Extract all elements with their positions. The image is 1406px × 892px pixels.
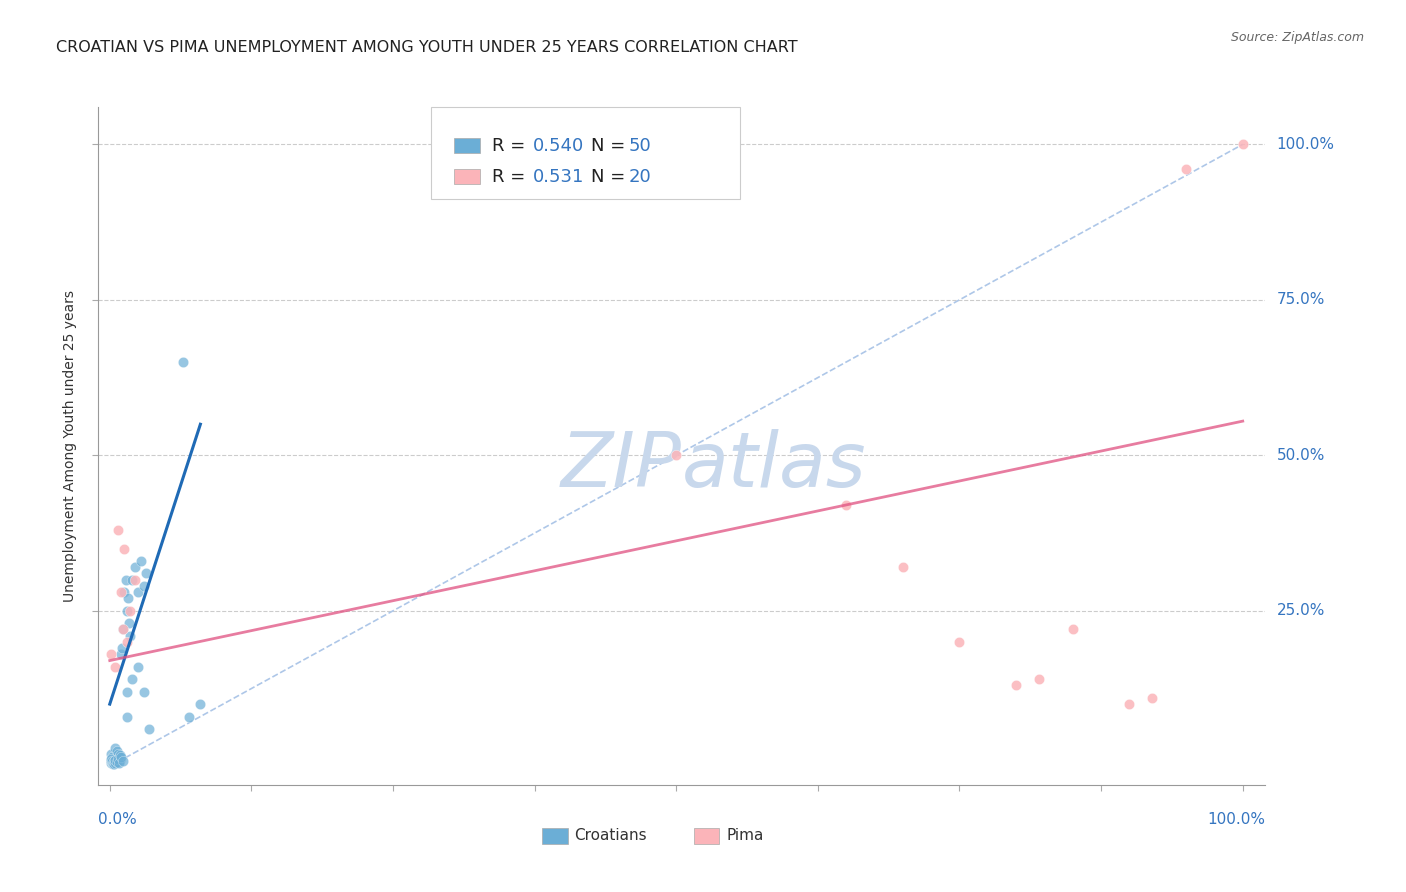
Point [1028,672,1050,686]
Point [1005,678,1028,692]
Point [891,560,914,574]
Point [105,744,128,758]
Point [100,747,122,761]
Text: 25.0%: 25.0% [1277,603,1324,618]
Point [115,604,138,618]
Point [104,740,127,755]
Point [107,747,129,761]
Text: CROATIAN VS PIMA UNEMPLOYMENT AMONG YOUTH UNDER 25 YEARS CORRELATION CHART: CROATIAN VS PIMA UNEMPLOYMENT AMONG YOUT… [56,40,797,55]
Point [117,591,139,606]
Point [110,585,132,599]
Point [112,623,135,637]
Point [172,355,194,369]
Point [124,560,146,574]
Text: atlas: atlas [682,429,866,503]
Point [101,750,124,764]
Text: 0.0%: 0.0% [98,812,138,827]
Text: 75.0%: 75.0% [1277,293,1324,308]
Point [101,753,124,767]
Point [118,616,141,631]
Point [104,753,127,767]
Point [120,629,142,643]
Point [115,635,138,649]
Point [114,541,136,556]
Text: N =: N = [591,168,631,186]
Point [112,755,135,769]
Point [1062,623,1084,637]
Point [127,660,149,674]
Point [108,750,131,764]
Point [100,756,122,771]
Point [114,573,136,587]
Point [114,585,136,599]
Point [100,752,122,766]
Text: 50.0%: 50.0% [1277,448,1324,463]
Text: 100.0%: 100.0% [1208,812,1265,827]
Point [101,754,124,768]
Text: N =: N = [591,136,631,154]
Point [1118,697,1140,711]
Text: R =: R = [492,136,530,154]
Y-axis label: Unemployment Among Youth under 25 years: Unemployment Among Youth under 25 years [63,290,77,602]
Point [110,750,132,764]
Point [110,648,132,662]
Point [121,573,143,587]
Text: 50: 50 [628,136,651,154]
FancyBboxPatch shape [454,138,479,153]
FancyBboxPatch shape [693,828,720,844]
Point [104,660,127,674]
Point [1232,137,1254,152]
Point [103,756,125,771]
Point [115,709,138,723]
Text: 100.0%: 100.0% [1277,136,1334,152]
Text: Croatians: Croatians [575,829,647,843]
Point [1140,690,1163,705]
Point [190,697,212,711]
Point [138,722,160,736]
Point [127,585,149,599]
Point [104,756,127,771]
Point [115,684,138,698]
Point [112,623,135,637]
Point [132,579,155,593]
Point [132,684,155,698]
Point [101,755,124,769]
Point [135,566,157,581]
Point [108,748,131,763]
Point [177,709,200,723]
Point [1175,162,1198,177]
Point [108,756,131,771]
Point [101,756,124,771]
Text: Pima: Pima [727,829,763,843]
Point [121,672,143,686]
Point [131,554,153,568]
Point [103,755,125,769]
Point [107,523,129,537]
Point [665,448,688,462]
Point [103,757,125,772]
Point [101,756,124,770]
Text: R =: R = [492,168,530,186]
FancyBboxPatch shape [541,828,568,844]
Text: 0.531: 0.531 [533,168,583,186]
Point [948,635,970,649]
Point [100,755,122,769]
Point [105,755,128,769]
FancyBboxPatch shape [432,107,741,199]
Text: ZIP: ZIP [561,429,682,503]
Text: 0.540: 0.540 [533,136,583,154]
Point [835,498,858,512]
Point [100,648,122,662]
Point [111,641,134,656]
Point [107,752,129,766]
FancyBboxPatch shape [454,169,479,185]
Point [108,753,131,767]
Text: Source: ZipAtlas.com: Source: ZipAtlas.com [1230,31,1364,45]
Point [120,604,142,618]
Point [124,573,146,587]
Text: 20: 20 [628,168,651,186]
